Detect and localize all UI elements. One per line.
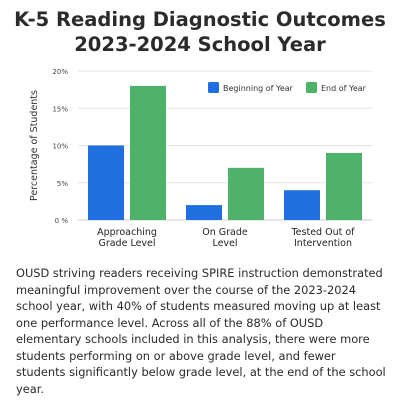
x-tick-label: Intervention [294, 238, 352, 249]
legend-label: Beginning of Year [223, 84, 294, 93]
legend-swatch [306, 82, 317, 93]
bar [228, 167, 264, 220]
legend-swatch [208, 82, 219, 93]
y-tick-label: 15% [52, 105, 68, 113]
bar [130, 85, 166, 221]
bar [326, 152, 362, 220]
bar [284, 190, 320, 220]
x-tick-label: Tested Out of [290, 227, 355, 238]
bar-chart: 0 % 5% 10% 15% 20% Percentage of Students Appr… [29, 68, 372, 249]
x-tick-label: Level [212, 238, 237, 249]
chart-title: K-5 Reading Diagnostic Outcomes 2023-202… [0, 7, 400, 57]
bar [88, 145, 124, 220]
y-tick-label: 0 % [55, 217, 69, 225]
legend-label: End of Year [321, 84, 367, 93]
x-tick-label: Approaching [97, 227, 157, 238]
title-line-2: 2023-2024 School Year [74, 33, 326, 56]
y-tick-label: 10% [52, 143, 68, 151]
chart-caption: OUSD striving readers receiving SPIRE in… [16, 266, 386, 396]
title-line-1: K-5 Reading Diagnostic Outcomes [14, 8, 386, 31]
x-tick-label: Grade Level [98, 238, 155, 249]
y-tick-label: 20% [52, 68, 68, 76]
y-axis-label: Percentage of Students [29, 90, 40, 201]
x-tick-label: On Grade [202, 227, 248, 238]
bar [186, 205, 222, 220]
y-tick-label: 5% [57, 180, 68, 188]
